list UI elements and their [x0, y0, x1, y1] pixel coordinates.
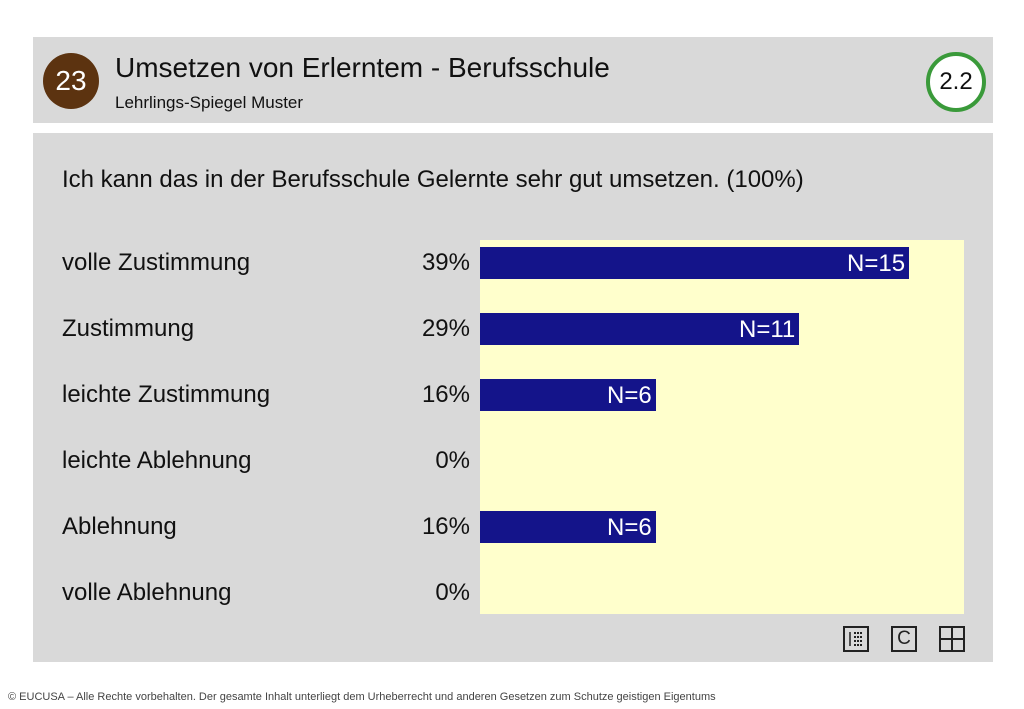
bar: [480, 247, 909, 279]
c-icon[interactable]: C: [891, 626, 917, 652]
category-label: volle Zustimmung: [62, 249, 251, 276]
plot-area: N=15 N=11 N=6 N=6: [480, 240, 964, 614]
category-label: Ablehnung: [62, 513, 177, 540]
section-number-badge: 2.2: [926, 52, 986, 112]
bar-count-label: N=11: [739, 316, 796, 343]
percent-label: 0%: [435, 447, 470, 474]
bar-count-label: N=15: [847, 250, 906, 277]
copyright-notice: © EUCUSA – Alle Rechte vorbehalten. Der …: [8, 691, 716, 703]
percent-label: 16%: [421, 513, 470, 540]
list-icon[interactable]: [843, 626, 869, 652]
category-label: Zustimmung: [62, 315, 195, 342]
page-subtitle: Lehrlings-Spiegel Muster: [115, 93, 304, 112]
bar-count-label: N=6: [607, 382, 652, 409]
bar-count-label: N=6: [607, 514, 652, 541]
percent-label: 16%: [421, 381, 470, 408]
percent-label: 39%: [421, 249, 470, 276]
bar: [480, 379, 656, 411]
category-label: leichte Ablehnung: [62, 447, 252, 474]
question-text: Ich kann das in der Berufsschule Gelernt…: [62, 166, 804, 193]
percent-label: 0%: [435, 579, 470, 606]
category-label: leichte Zustimmung: [62, 381, 271, 408]
header-panel: [33, 37, 993, 123]
grid-icon[interactable]: [939, 626, 965, 652]
page-title: Umsetzen von Erlerntem - Berufsschule: [115, 52, 610, 83]
category-label: volle Ablehnung: [62, 579, 232, 606]
bar: [480, 313, 799, 345]
percent-label: 29%: [421, 315, 470, 342]
slide-number-badge: 23: [43, 53, 99, 109]
bar: [480, 511, 656, 543]
